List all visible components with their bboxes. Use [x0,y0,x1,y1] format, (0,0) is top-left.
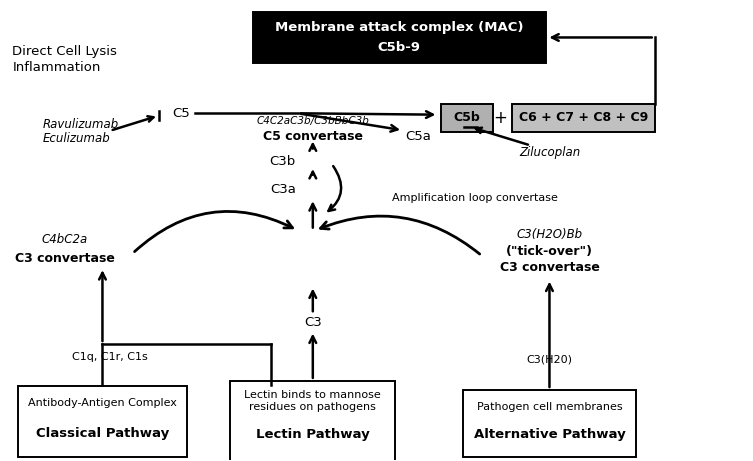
Text: Antibody-Antigen Complex: Antibody-Antigen Complex [28,398,177,408]
Text: Amplification loop convertase: Amplification loop convertase [392,193,557,203]
Text: C4bC2a: C4bC2a [41,233,88,246]
Text: C1q, C1r, C1s: C1q, C1r, C1s [72,352,148,362]
Text: Inflammation: Inflammation [12,61,101,74]
Text: C5: C5 [172,107,191,120]
Text: C3(H2O)Bb: C3(H2O)Bb [517,228,583,241]
Text: C5b-9: C5b-9 [378,41,421,54]
Text: Lectin Pathway: Lectin Pathway [256,428,370,442]
Text: C3 convertase: C3 convertase [15,252,114,265]
Text: C5 convertase: C5 convertase [263,130,363,143]
Text: Alternative Pathway: Alternative Pathway [474,428,625,441]
Text: Direct Cell Lysis: Direct Cell Lysis [12,45,117,58]
FancyBboxPatch shape [463,390,636,457]
FancyBboxPatch shape [512,104,654,132]
Text: C3 convertase: C3 convertase [499,261,599,274]
FancyBboxPatch shape [253,12,546,63]
Text: Ravulizumab: Ravulizumab [42,118,119,131]
Text: Classical Pathway: Classical Pathway [36,427,169,440]
Text: Zilucoplan: Zilucoplan [520,146,581,159]
Text: +: + [494,109,508,127]
FancyBboxPatch shape [18,385,187,457]
Text: C6 + C7 + C8 + C9: C6 + C7 + C8 + C9 [519,112,648,124]
Text: C3b: C3b [270,155,296,168]
FancyBboxPatch shape [441,104,493,132]
Text: Eculizumab: Eculizumab [42,132,110,145]
FancyBboxPatch shape [230,381,395,461]
Text: C3a: C3a [270,183,296,195]
Text: C4C2aC3b/C3bBbC3b: C4C2aC3b/C3bBbC3b [256,116,369,126]
Text: C3: C3 [304,316,322,329]
Text: ("tick-over"): ("tick-over") [506,245,593,258]
Text: Membrane attack complex (MAC): Membrane attack complex (MAC) [275,21,523,34]
Text: C5b: C5b [453,112,480,124]
Text: Pathogen cell membranes: Pathogen cell membranes [477,402,622,412]
Text: C3(H20): C3(H20) [526,354,572,364]
Text: Lectin binds to mannose
residues on pathogens: Lectin binds to mannose residues on path… [245,390,381,412]
Text: C5a: C5a [405,130,431,143]
